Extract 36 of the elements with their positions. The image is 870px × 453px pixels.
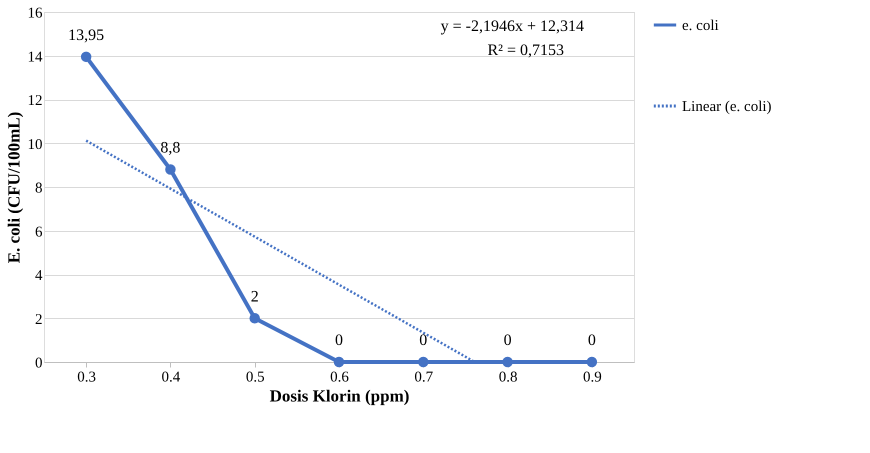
legend-label: Linear (e. coli)	[682, 99, 772, 115]
data-label: 0	[588, 332, 596, 349]
point	[165, 164, 176, 175]
x-tick-label: 0.4	[162, 370, 181, 386]
y-tick-label: 10	[28, 136, 42, 153]
data-label: 0	[335, 332, 343, 349]
data-label: 13,95	[68, 26, 104, 44]
x-axis-title: Dosis Klorin (ppm)	[270, 386, 410, 406]
data-label: 0	[504, 332, 512, 349]
x-tick-label: 0.8	[498, 370, 518, 386]
x-tick-label: 0.9	[582, 370, 602, 386]
y-axis-title: E. coli (CFU/100mL)	[4, 112, 24, 264]
y-tick-label: 6	[35, 224, 43, 240]
y-tick-label: 0	[35, 356, 42, 372]
x-tick-label: 0.6	[330, 370, 350, 386]
x-tick-label: 0.7	[414, 370, 434, 386]
point	[586, 356, 598, 368]
data-label: 2	[250, 288, 259, 306]
data-label: 0	[419, 332, 428, 349]
y-tick-label: 8	[35, 180, 42, 196]
y-tick-label: 2	[35, 312, 42, 328]
y-tick-label: 4	[35, 268, 43, 284]
point	[80, 52, 92, 62]
point	[502, 356, 513, 368]
annotation: y = -2,1946x + 12,314	[440, 18, 584, 35]
y-tick-label: 16	[28, 6, 43, 22]
x-tick-label: 0.5	[246, 370, 265, 386]
point	[249, 313, 260, 324]
annotation: R² = 0,7153	[488, 42, 564, 59]
point	[334, 356, 344, 368]
x-tick-label: 0.3	[77, 370, 96, 386]
y-tick-label: 12	[28, 93, 42, 109]
data-label: 8,8	[160, 140, 180, 156]
point	[418, 356, 429, 368]
y-tick-label: 14	[28, 49, 43, 66]
legend-label: e. coli	[682, 18, 719, 34]
